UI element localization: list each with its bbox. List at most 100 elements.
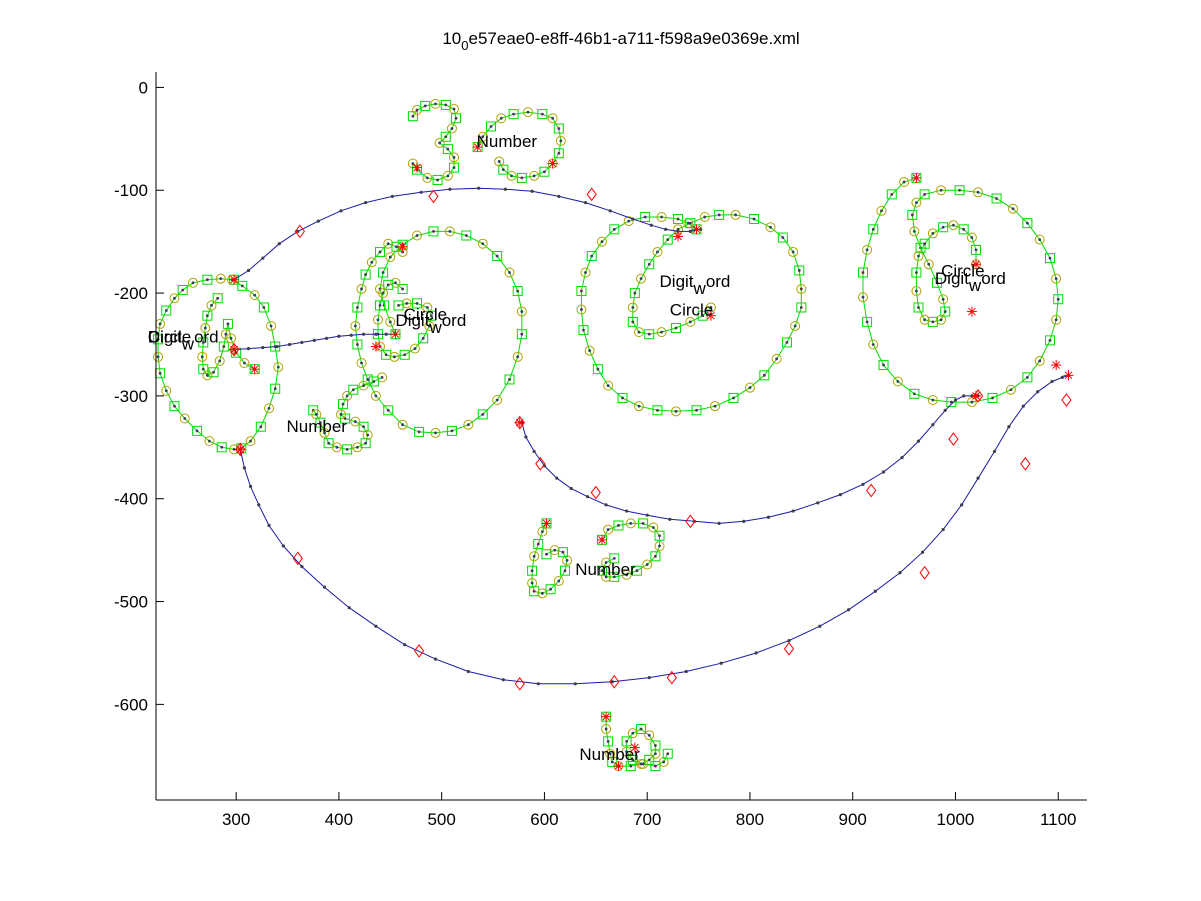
- stroke-point-square: [878, 360, 889, 371]
- stroke-point-dot: [612, 556, 616, 560]
- stroke-point-square: [352, 339, 363, 350]
- stroke-point-dot: [319, 421, 322, 425]
- stroke-point-dot: [635, 569, 639, 573]
- y-tick-label: -500: [114, 593, 148, 612]
- stroke-point-dot: [931, 232, 935, 235]
- diamond-marker: [586, 187, 597, 202]
- annotation-label: Number: [579, 745, 640, 764]
- edge-point: [246, 268, 251, 273]
- edge-2-to-0-bottom: [238, 373, 1071, 686]
- stroke-point-circle: [919, 314, 930, 325]
- star-marker: [971, 259, 982, 270]
- stroke-point-circle: [249, 290, 260, 301]
- stroke-point-square: [153, 334, 164, 345]
- stroke-point-dot: [703, 215, 707, 219]
- stroke-point-circle: [504, 267, 515, 278]
- stroke-point-square: [440, 99, 451, 110]
- stroke-point-circle: [492, 395, 503, 406]
- stroke-point-square: [654, 530, 665, 541]
- stroke-point-circle: [446, 123, 457, 134]
- stroke-point-circle: [862, 244, 873, 255]
- stroke-point-square: [940, 306, 951, 317]
- stroke-point-dot: [497, 160, 501, 163]
- star-marker: [971, 390, 982, 401]
- stroke-point-circle: [377, 372, 388, 383]
- stroke-point-dot: [481, 413, 485, 416]
- stroke-point-dot: [861, 271, 865, 274]
- stroke-point-dot: [351, 388, 355, 392]
- stroke-point-dot: [376, 318, 380, 322]
- stroke-point-dot: [629, 764, 633, 768]
- stroke-point-dot: [910, 213, 914, 217]
- stroke-point-dot: [226, 322, 230, 326]
- stroke-point-circle: [790, 320, 801, 331]
- stroke-point-circle: [187, 277, 198, 288]
- stroke-point-dot: [717, 213, 721, 217]
- stroke-point-dot: [654, 554, 657, 558]
- stroke-point-circle: [529, 170, 540, 181]
- stroke-point-dot: [454, 116, 458, 120]
- stroke-point-dot: [935, 281, 939, 285]
- edge-point: [347, 606, 351, 610]
- title-rest: e57eae0-e8ff-46b1-a711-f598a9e0369e.xml: [469, 29, 800, 48]
- stroke-point-dot: [384, 353, 388, 357]
- edge-point: [719, 661, 723, 665]
- stroke-point-dot: [701, 314, 705, 318]
- stroke-point-dot: [327, 441, 331, 445]
- stroke-point-dot: [631, 758, 635, 762]
- stroke-point-dot: [637, 404, 641, 408]
- stroke-point-circle: [1034, 355, 1045, 366]
- stroke-point-square: [609, 571, 620, 582]
- stroke-point-dot: [641, 762, 645, 766]
- stroke-point-dot: [553, 548, 557, 552]
- stroke-point-dot: [156, 355, 160, 359]
- stroke-point-dot: [516, 289, 520, 293]
- stroke-point-dot: [674, 326, 678, 330]
- stroke-point-square: [907, 209, 918, 220]
- stroke-point-circle: [892, 376, 903, 387]
- stroke-point-square: [516, 172, 527, 183]
- edge-point: [931, 423, 935, 427]
- stroke-point-circle: [650, 748, 661, 759]
- stroke-point-dot: [606, 739, 610, 743]
- stroke-point-dot: [912, 229, 916, 233]
- stroke-point-dot: [580, 289, 583, 293]
- stroke-point-square: [862, 316, 873, 327]
- edges-layer: [232, 186, 1071, 686]
- edge-point: [337, 334, 341, 338]
- stroke-point-square: [169, 401, 180, 412]
- diamond-marker: [948, 432, 959, 446]
- stroke-point-circle: [389, 351, 400, 362]
- stroke-point-dot: [360, 361, 363, 365]
- stroke-point-dot: [943, 310, 947, 313]
- diamond-marker: [228, 342, 240, 357]
- annotation-label: Number: [287, 417, 348, 436]
- stroke-point-dot: [890, 192, 894, 196]
- stroke-point-dot: [508, 271, 511, 274]
- stroke-point-dot: [666, 752, 670, 756]
- stroke-point-dot: [600, 569, 604, 573]
- stroke-point-square: [728, 392, 739, 403]
- stroke-point-circle: [596, 236, 607, 247]
- stroke-line: [580, 214, 802, 412]
- stroke-point-dot: [448, 229, 452, 233]
- stroke-point-square: [527, 565, 538, 576]
- stroke-point-dot: [713, 404, 717, 408]
- stroke-point-dot: [540, 112, 544, 116]
- stroke-point-circle: [383, 238, 394, 249]
- stroke-point-circle: [1008, 203, 1019, 214]
- stroke-point-dot: [397, 304, 400, 307]
- edge-point: [374, 332, 378, 336]
- stroke-point-dot: [631, 320, 635, 324]
- stroke-point-square: [685, 218, 696, 229]
- stroke-point-circle: [444, 226, 455, 237]
- stroke-point-dot: [654, 744, 657, 747]
- stroke-point-dot: [557, 127, 561, 130]
- stroke-point-square: [440, 131, 451, 142]
- stroke-point-dot: [902, 180, 906, 184]
- y-tick-label: -100: [114, 181, 148, 200]
- stroke-point-dot: [415, 234, 419, 237]
- stroke-point-square: [255, 421, 266, 432]
- stroke-point-circle: [909, 226, 920, 237]
